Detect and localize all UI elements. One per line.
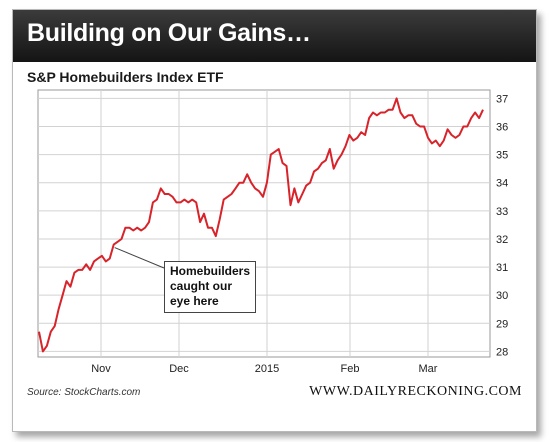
y-tick-label: 35 [496,150,508,162]
x-tick-label: 2015 [255,363,279,375]
y-tick-label: 32 [496,234,508,246]
annotation-box: Homebuilders caught our eye here [164,261,256,313]
title-banner: Building on Our Gains… [13,10,536,62]
y-tick-label: 30 [496,290,508,302]
y-tick-label: 37 [496,93,508,105]
y-tick-label: 29 [496,318,508,330]
source-credit: Source: StockCharts.com [27,387,141,398]
line-chart: 28 29 30 31 32 33 34 35 36 37 Nov Dec 2015 Feb Mar [37,89,508,375]
brand-url: WWW.DAILYRECKONING.COM [309,384,522,399]
series-line [38,97,484,353]
x-tick-label: Mar [419,363,438,375]
banner-title: Building on Our Gains… [27,19,311,47]
y-tick-label: 36 [496,122,508,134]
y-tick-label: 33 [496,206,508,218]
x-tick-label: Feb [341,363,360,375]
plot-area [37,89,491,358]
annotation-line: eye here [170,294,219,308]
annotation-leader [114,247,165,269]
y-tick-label: 31 [496,262,508,274]
chart-title: S&P Homebuilders Index ETF [27,69,224,85]
x-tick-label: Nov [91,363,111,375]
annotation-line: Homebuilders [170,264,251,278]
y-tick-label: 28 [496,346,508,358]
chart-card: Building on Our Gains… S&P Homebuilders … [12,9,537,432]
y-tick-label: 34 [496,178,508,190]
annotation-line: caught our [170,279,232,293]
x-tick-label: Dec [169,363,189,375]
